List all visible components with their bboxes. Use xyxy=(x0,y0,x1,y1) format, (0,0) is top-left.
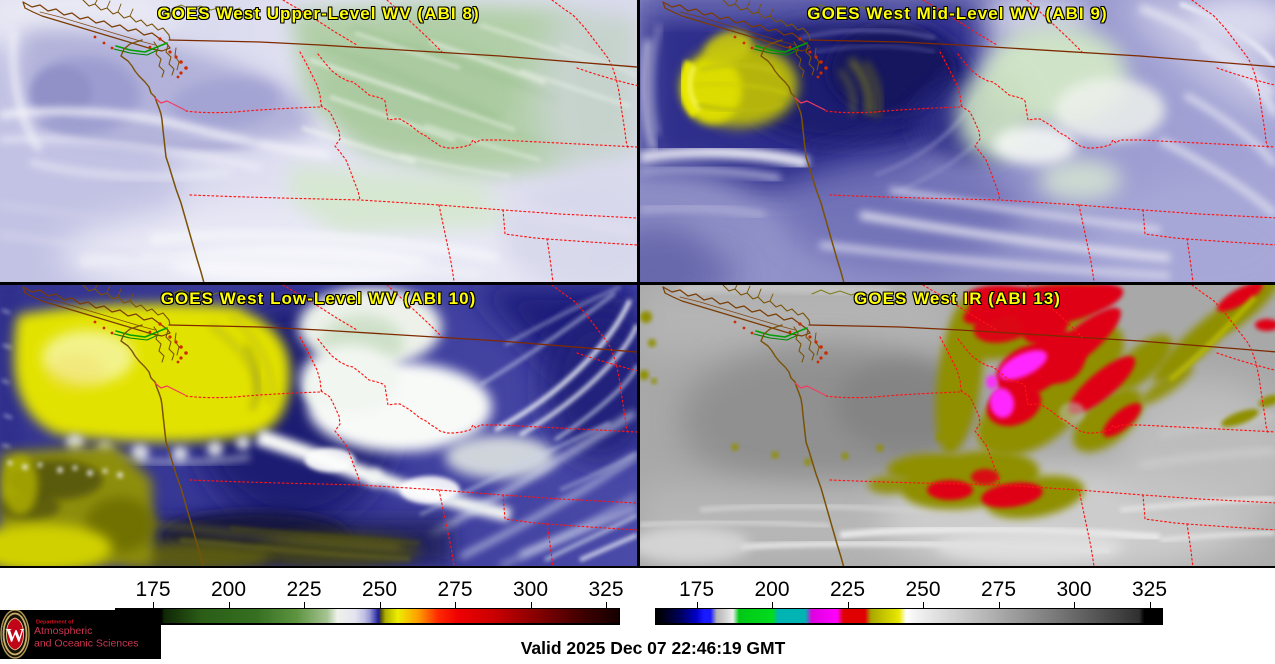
svg-text:Atmospheric: Atmospheric xyxy=(34,625,92,637)
svg-text:and Oceanic Sciences: and Oceanic Sciences xyxy=(34,638,138,650)
svg-text:Department of: Department of xyxy=(36,620,73,626)
svg-text:W: W xyxy=(6,626,25,647)
